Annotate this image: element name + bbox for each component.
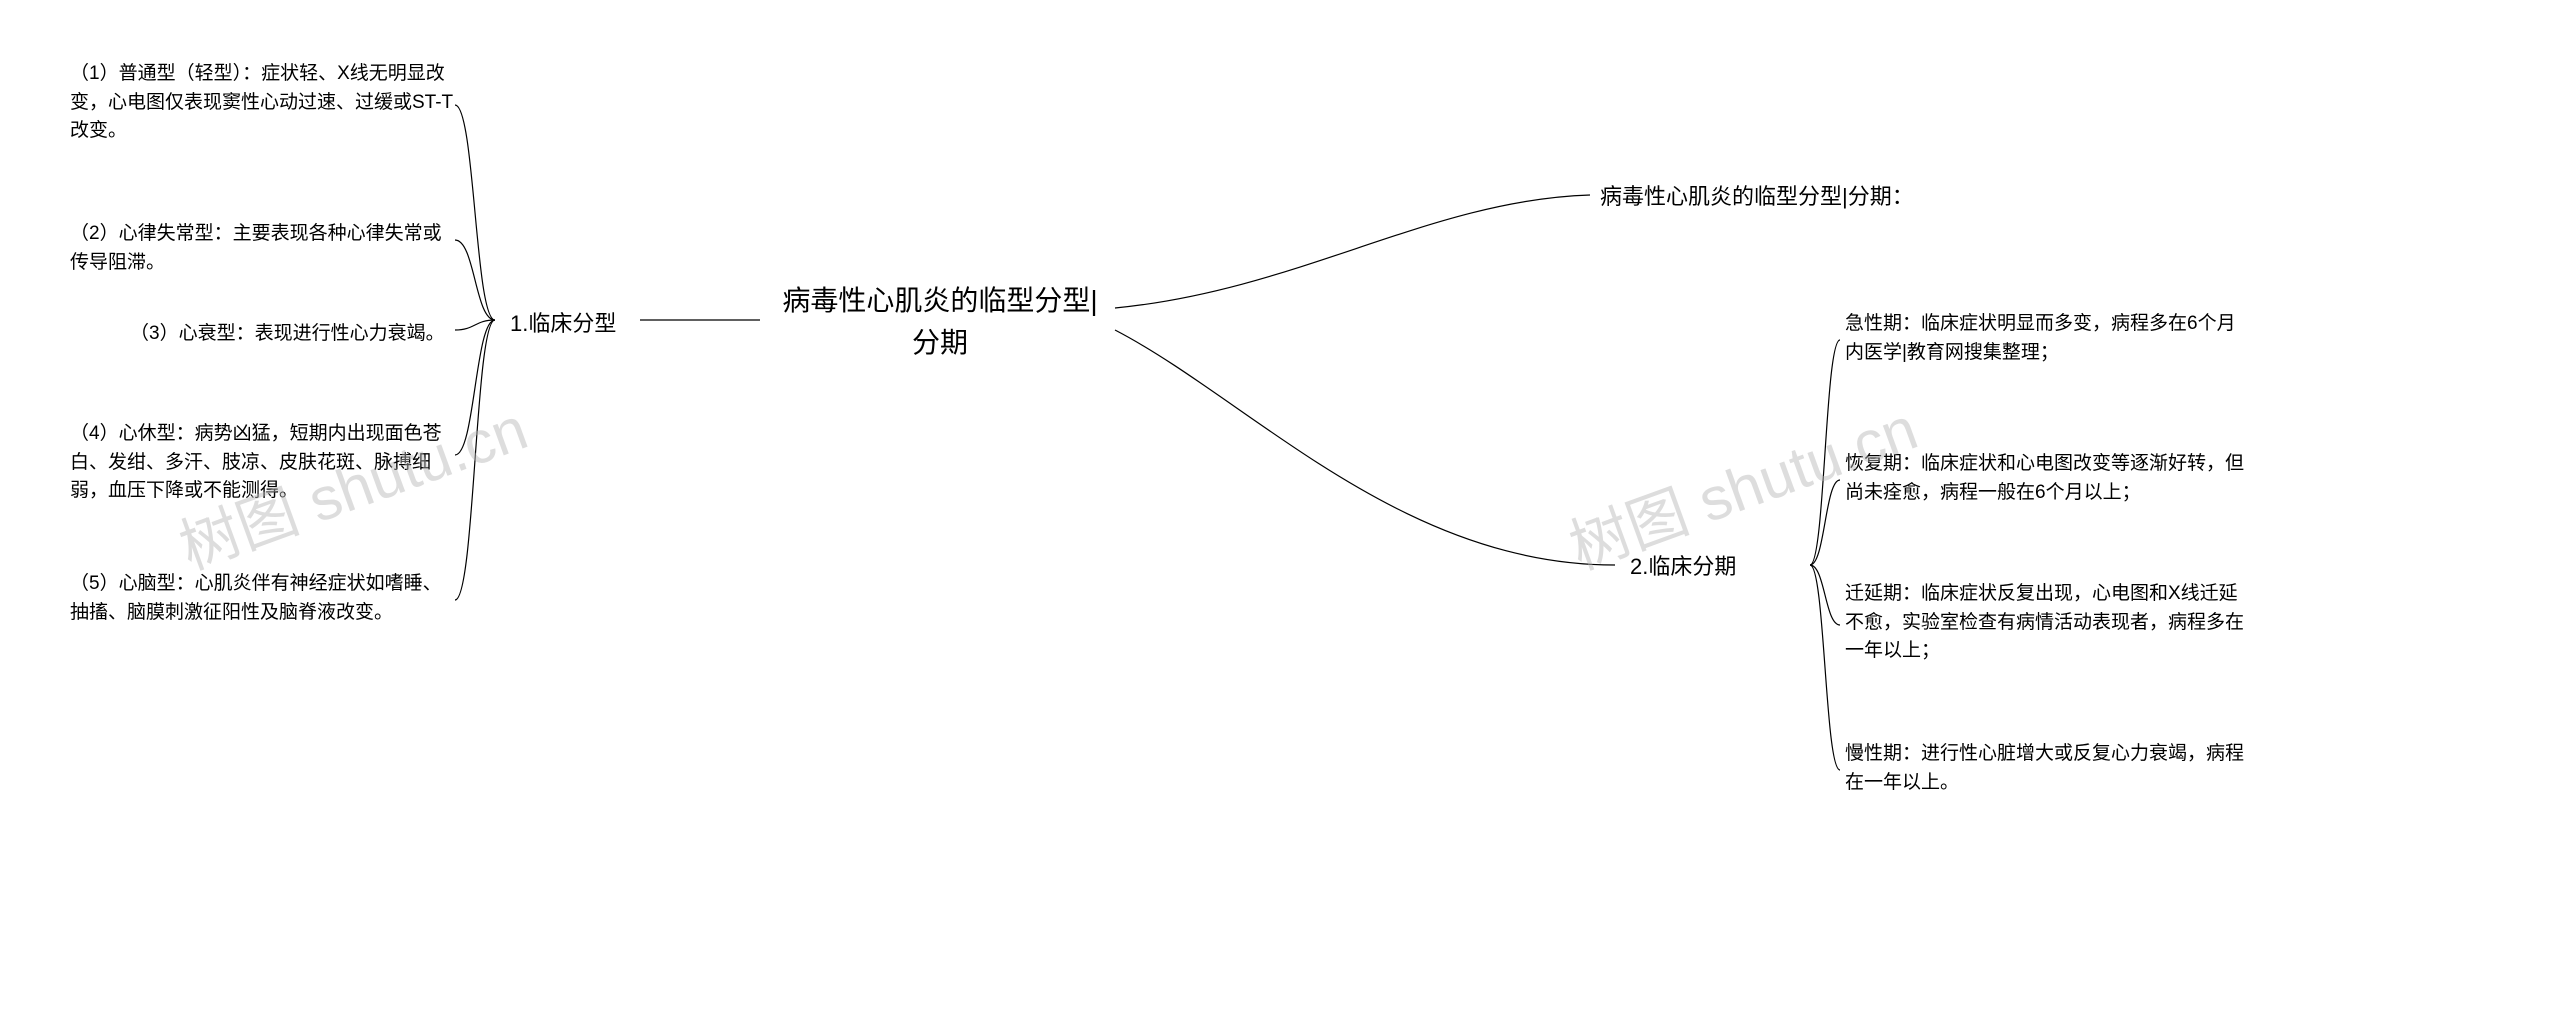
leaf-text: 迁延期：临床症状反复出现，心电图和X线迁延不愈，实验室检查有病情活动表现者，病程… bbox=[1845, 583, 2244, 661]
left-leaf: （5）心脑型：心肌炎伴有神经症状如嗜睡、抽搐、脑膜刺激征阳性及脑脊液改变。 bbox=[70, 570, 460, 627]
left-branch: 1.临床分型 bbox=[510, 307, 616, 340]
leaf-text: （3）心衰型：表现进行性心力衰竭。 bbox=[130, 323, 445, 344]
leaf-text: （1）普通型（轻型）：症状轻、X线无明显改变，心电图仅表现窦性心动过速、过缓或S… bbox=[70, 63, 453, 141]
left-leaf: （1）普通型（轻型）：症状轻、X线无明显改变，心电图仅表现窦性心动过速、过缓或S… bbox=[70, 60, 460, 146]
left-leaf: （2）心律失常型：主要表现各种心律失常或传导阻滞。 bbox=[70, 220, 460, 277]
mindmap-canvas: 病毒性心肌炎的临型分型| 分期 1.临床分型 （1）普通型（轻型）：症状轻、X线… bbox=[0, 0, 2560, 1024]
connector-lines bbox=[0, 0, 2560, 1024]
leaf-text: 恢复期：临床症状和心电图改变等逐渐好转，但尚未痊愈，病程一般在6个月以上； bbox=[1845, 453, 2244, 503]
right-branch: 2.临床分期 bbox=[1630, 550, 1736, 583]
right-branch-label: 2.临床分期 bbox=[1630, 554, 1736, 579]
right-leaf: 慢性期：进行性心脏增大或反复心力衰竭，病程在一年以上。 bbox=[1845, 740, 2245, 797]
leaf-text: （5）心脑型：心肌炎伴有神经症状如嗜睡、抽搐、脑膜刺激征阳性及脑脊液改变。 bbox=[70, 573, 442, 623]
right-leaf: 迁延期：临床症状反复出现，心电图和X线迁延不愈，实验室检查有病情活动表现者，病程… bbox=[1845, 580, 2245, 666]
left-branch-label: 1.临床分型 bbox=[510, 311, 616, 336]
right-leaf: 急性期：临床症状明显而多变，病程多在6个月内医学|教育网搜集整理； bbox=[1845, 310, 2245, 367]
leaf-text: 急性期：临床症状明显而多变，病程多在6个月内医学|教育网搜集整理； bbox=[1845, 313, 2236, 363]
right-title-text: 病毒性心肌炎的临型分型|分期： bbox=[1600, 184, 1914, 209]
leaf-text: （4）心休型：病势凶猛，短期内出现面色苍白、发绀、多汗、肢凉、皮肤花斑、脉搏细弱… bbox=[70, 423, 442, 501]
center-title: 病毒性心肌炎的临型分型| 分期 bbox=[782, 285, 1097, 358]
left-leaf: （3）心衰型：表现进行性心力衰竭。 bbox=[130, 320, 520, 349]
leaf-text: 慢性期：进行性心脏增大或反复心力衰竭，病程在一年以上。 bbox=[1845, 743, 2244, 793]
center-node: 病毒性心肌炎的临型分型| 分期 bbox=[770, 280, 1110, 364]
right-leaf: 恢复期：临床症状和心电图改变等逐渐好转，但尚未痊愈，病程一般在6个月以上； bbox=[1845, 450, 2245, 507]
right-top-title: 病毒性心肌炎的临型分型|分期： bbox=[1600, 180, 1914, 213]
leaf-text: （2）心律失常型：主要表现各种心律失常或传导阻滞。 bbox=[70, 223, 442, 273]
left-leaf: （4）心休型：病势凶猛，短期内出现面色苍白、发绀、多汗、肢凉、皮肤花斑、脉搏细弱… bbox=[70, 420, 460, 506]
